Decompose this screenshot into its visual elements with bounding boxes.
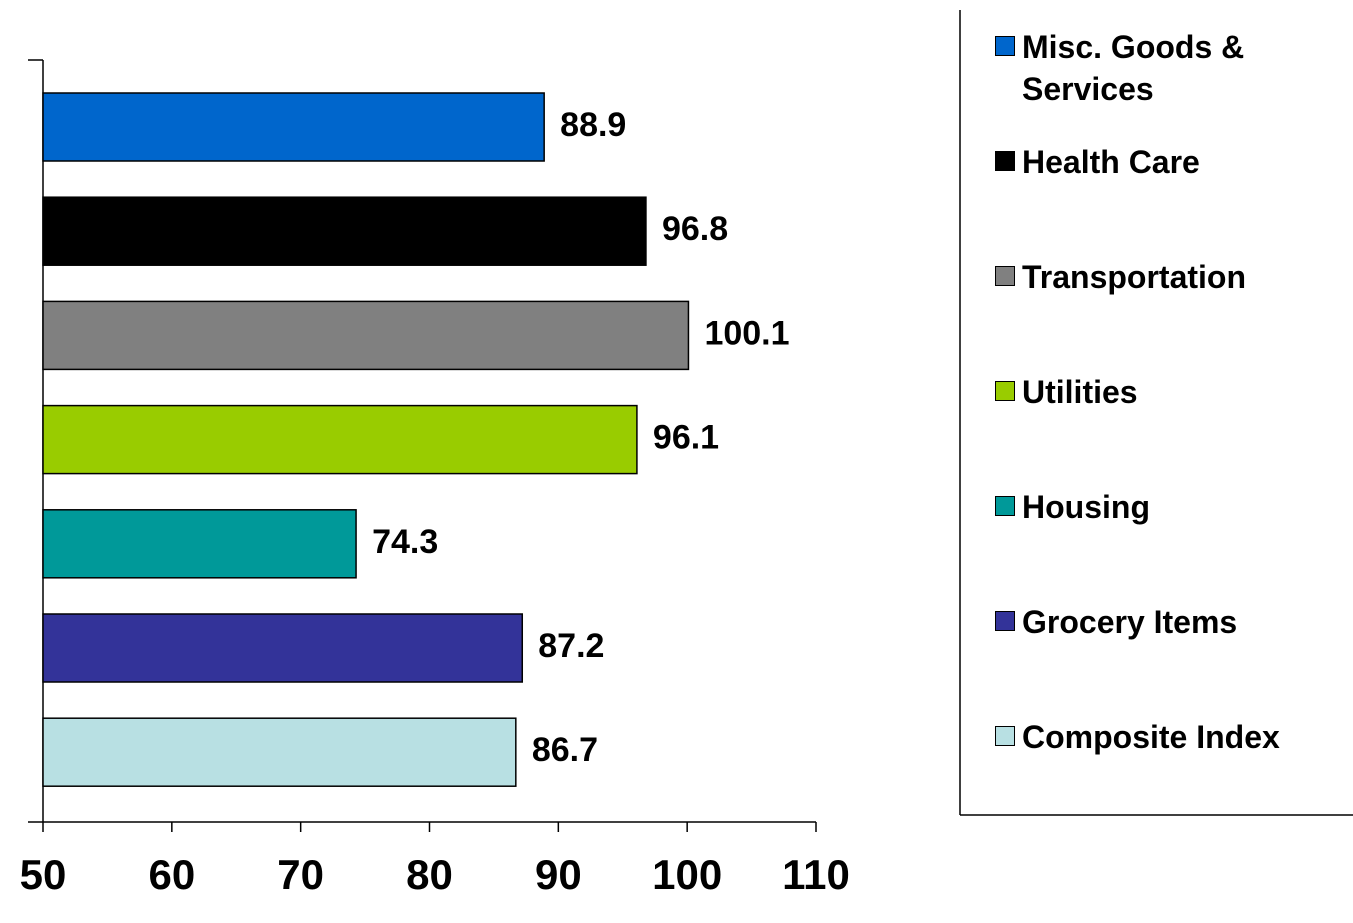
x-tick-label: 100 (652, 851, 722, 898)
legend-item: Health Care (995, 141, 1340, 183)
value-label: 86.7 (532, 731, 598, 769)
legend-label: Transportation (1022, 259, 1247, 295)
legend-label: Housing (1022, 489, 1150, 525)
legend-label: Grocery Items (1022, 604, 1238, 640)
value-label: 74.3 (372, 523, 438, 561)
value-label: 87.2 (538, 627, 604, 665)
legend-label: Utilities (1022, 374, 1138, 410)
legend-swatch (995, 151, 1015, 171)
legend-item: Misc. Goods & Services (995, 26, 1340, 110)
value-label: 100.1 (704, 314, 789, 352)
legend-swatch (995, 726, 1015, 746)
legend-label: Composite Index (1022, 719, 1280, 755)
x-tick-label: 50 (20, 851, 67, 898)
x-tick-label: 110 (782, 851, 850, 898)
legend-label: Health Care (1022, 144, 1200, 180)
legend-swatch (995, 266, 1015, 286)
legend-item: Transportation (995, 256, 1340, 298)
legend-swatch (995, 381, 1015, 401)
legend-swatch (995, 36, 1015, 56)
bar (42, 613, 524, 683)
value-label: 88.9 (560, 106, 626, 144)
legend-label: Misc. Goods & Services (1022, 29, 1245, 107)
bar (42, 717, 517, 787)
legend-swatch (995, 611, 1015, 631)
legend-item: Utilities (995, 371, 1340, 413)
value-label: 96.8 (662, 210, 728, 248)
bar (42, 92, 545, 162)
x-tick-label: 70 (277, 851, 324, 898)
value-label: 96.1 (653, 419, 719, 457)
legend-item: Housing (995, 486, 1340, 528)
legend-swatch (995, 496, 1015, 516)
bar (42, 509, 357, 579)
x-tick-label: 80 (406, 851, 453, 898)
x-tick-label: 60 (148, 851, 195, 898)
x-tick-label: 90 (535, 851, 582, 898)
legend-item: Composite Index (995, 716, 1340, 758)
legend-item: Grocery Items (995, 601, 1340, 643)
bar (42, 404, 638, 475)
bar (42, 300, 690, 371)
bar (42, 196, 647, 266)
